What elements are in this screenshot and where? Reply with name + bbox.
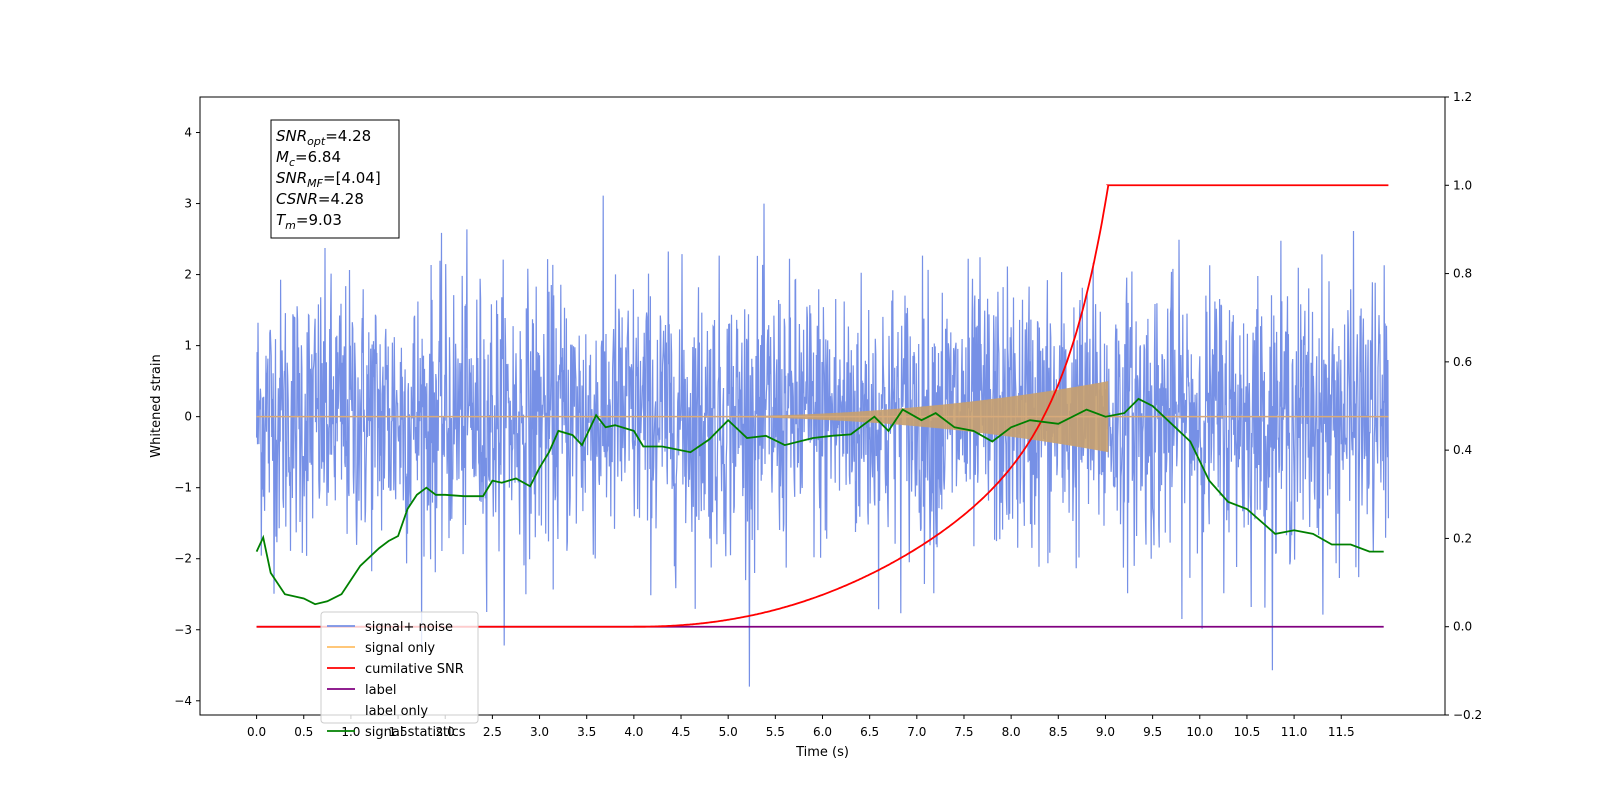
series-signal-plus-noise xyxy=(256,195,1389,687)
x-tick-label: 7.0 xyxy=(907,725,926,739)
x-tick-label: 5.5 xyxy=(766,725,785,739)
y-tick-label: 4 xyxy=(184,126,192,140)
x-tick-label: 4.5 xyxy=(671,725,690,739)
y-tick-label: −3 xyxy=(174,623,192,637)
legend: signal+ noise signal only cumilative SNR la… xyxy=(320,611,479,740)
x-tick-label: 3.0 xyxy=(530,725,549,739)
x-tick-label: 8.5 xyxy=(1049,725,1068,739)
legend-entry: signal only xyxy=(365,641,435,656)
x-tick-label: 8.0 xyxy=(1002,725,1021,739)
y2-tick-label: 0.6 xyxy=(1453,355,1472,369)
x-tick-label: 1.0 xyxy=(341,725,360,739)
x-axis-label: Time (s) xyxy=(795,745,849,760)
x-tick-label: 0.5 xyxy=(294,725,313,739)
y2-tick-label: 0.8 xyxy=(1453,267,1472,281)
x-tick-label: 10.0 xyxy=(1186,725,1213,739)
legend-entry: label xyxy=(365,683,396,698)
y2-axis-ticks: −0.2 0.0 0.2 0.4 0.6 0.8 1.0 1.2 xyxy=(1445,90,1482,722)
series-signal-statistics xyxy=(255,397,1384,606)
annotation-line: CSNR=4.28 xyxy=(276,190,364,208)
x-tick-label: 6.0 xyxy=(813,725,832,739)
y-tick-label: 0 xyxy=(184,410,192,424)
y2-tick-label: 0.4 xyxy=(1453,443,1472,457)
x-tick-label: 7.5 xyxy=(954,725,973,739)
x-tick-label: 11.0 xyxy=(1281,725,1308,739)
x-tick-label: 11.5 xyxy=(1328,725,1355,739)
y2-tick-label: 0.0 xyxy=(1453,620,1472,634)
y2-tick-label: 0.2 xyxy=(1453,531,1472,545)
annotation-box xyxy=(270,119,400,239)
y-tick-label: −4 xyxy=(174,694,192,708)
y-tick-label: 1 xyxy=(184,339,192,353)
x-tick-label: 0.0 xyxy=(247,725,266,739)
legend-entry: label only xyxy=(365,704,428,719)
series-layer xyxy=(255,184,1389,687)
x-tick-label: 2.0 xyxy=(436,725,455,739)
x-tick-label: 9.0 xyxy=(1096,725,1115,739)
legend-entry: signal statistics xyxy=(365,725,466,740)
annotation-line: Tm=9.03 xyxy=(276,211,342,232)
x-axis-ticks: 0.0 0.5 1.0 1.5 2.0 2.5 3.0 3.5 4.0 4.5 5.0 5.5 6.0 6… xyxy=(247,715,1355,739)
y2-tick-label: −0.2 xyxy=(1453,708,1482,722)
x-tick-label: 6.5 xyxy=(860,725,879,739)
y-tick-label: 2 xyxy=(184,268,192,282)
legend-entry: signal+ noise xyxy=(365,620,453,635)
annotation-line: SNRopt=4.28 xyxy=(276,127,371,148)
annotation-line: Mc=6.84 xyxy=(276,148,341,169)
x-tick-label: 3.5 xyxy=(577,725,596,739)
legend-box xyxy=(320,611,479,724)
x-tick-label: 5.0 xyxy=(719,725,738,739)
x-tick-label: 10.5 xyxy=(1234,725,1261,739)
x-tick-label: 4.0 xyxy=(624,725,643,739)
y-axis-label: Whitened strain xyxy=(149,354,164,457)
y-tick-label: −2 xyxy=(174,552,192,566)
y2-tick-label: 1.0 xyxy=(1453,178,1472,192)
x-tick-label: 1.5 xyxy=(389,725,408,739)
y-axis-ticks: −4 −3 −2 −1 0 1 2 3 4 xyxy=(174,126,200,708)
x-tick-label: 2.5 xyxy=(483,725,502,739)
series-cumulative-snr xyxy=(256,184,1389,628)
x-tick-label: 9.5 xyxy=(1143,725,1162,739)
y2-tick-label: 1.2 xyxy=(1453,90,1472,104)
y-tick-label: −1 xyxy=(174,481,192,495)
y-tick-label: 3 xyxy=(184,197,192,211)
legend-entry: cumilative SNR xyxy=(365,662,464,677)
annotation-line: SNRMF=[4.04] xyxy=(276,169,381,190)
